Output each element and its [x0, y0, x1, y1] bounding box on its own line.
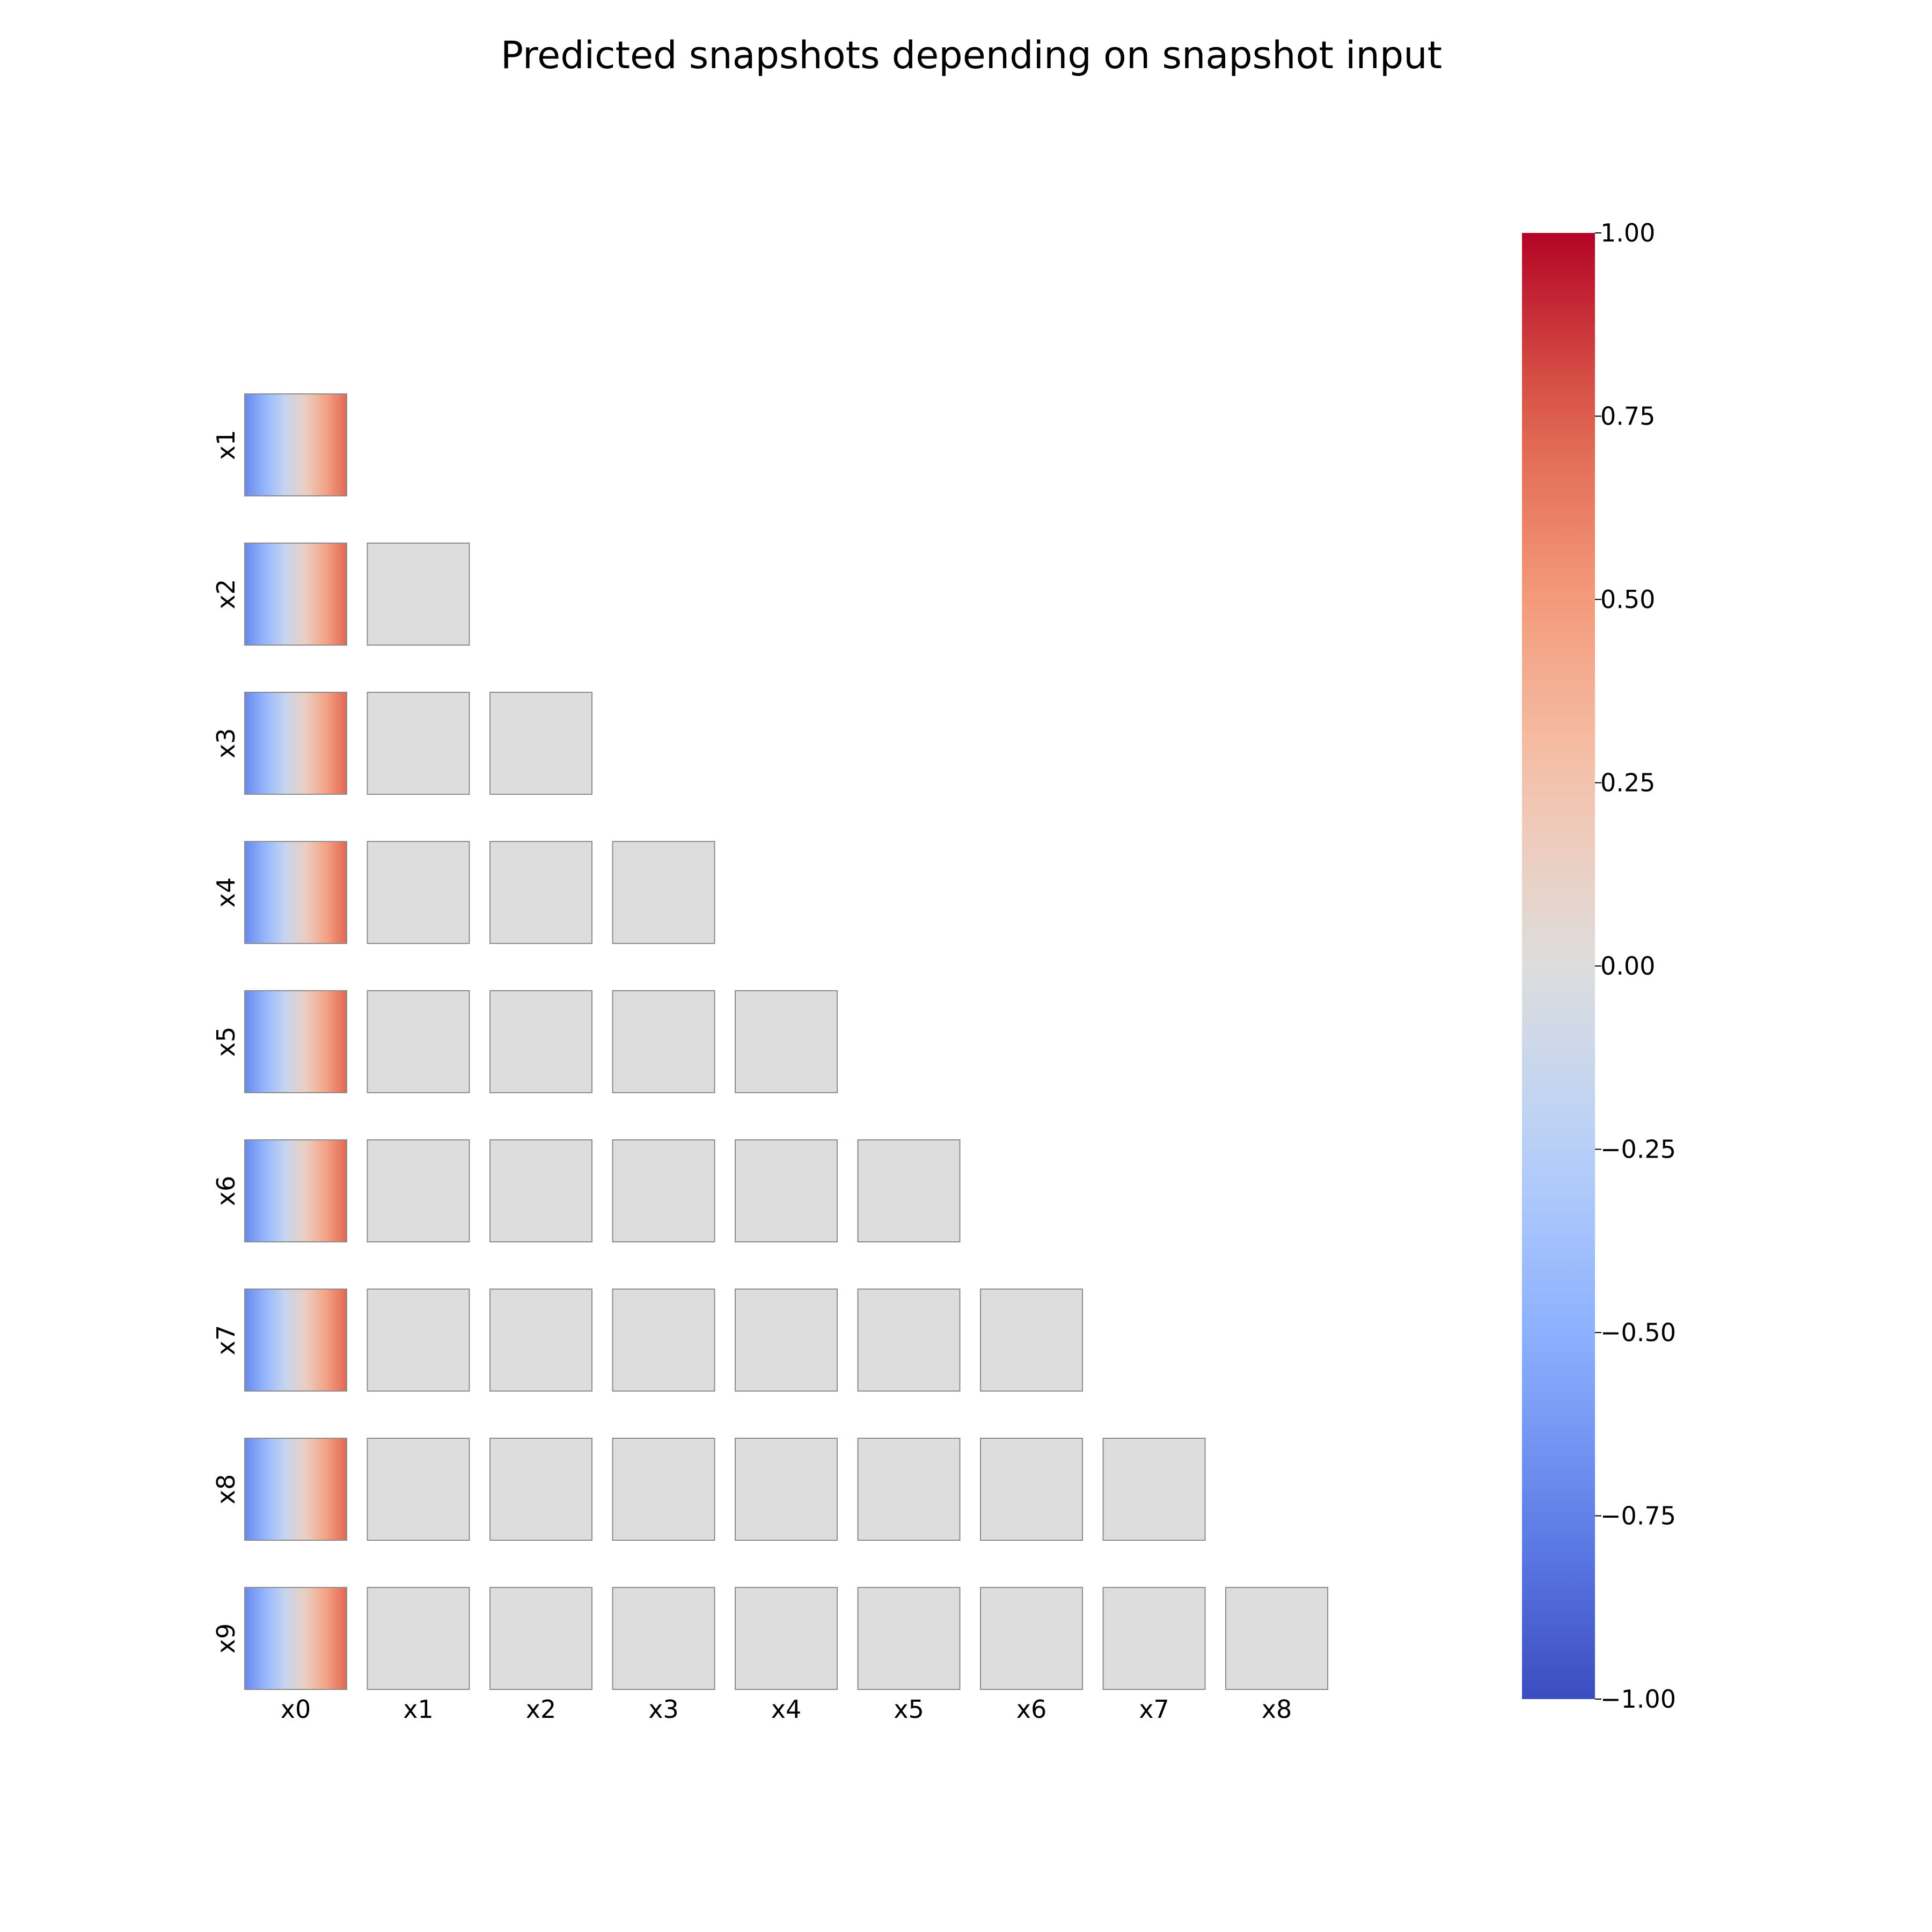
- snapshot-panel-x7-x4: [735, 1289, 838, 1392]
- row-label-x2: x2: [211, 579, 240, 610]
- snapshot-panel-x4-x1: [367, 841, 470, 944]
- snapshot-panel-x8-x6: [980, 1438, 1083, 1541]
- snapshot-panel-x3-x0: [244, 692, 347, 795]
- colorbar-tick-label: 0.50: [1600, 585, 1655, 614]
- snapshot-panel-x8-x4: [735, 1438, 838, 1541]
- snapshot-panel-x9-x1: [367, 1587, 470, 1690]
- snapshot-panel-x9-x2: [489, 1587, 592, 1690]
- snapshot-panel-x9-x4: [735, 1587, 838, 1690]
- row-label-x4: x4: [211, 877, 240, 908]
- colorbar-tick-label: −0.25: [1600, 1135, 1676, 1164]
- row-label-x1: x1: [211, 430, 240, 460]
- colorbar-bar: [1522, 233, 1595, 1699]
- colorbar-tick-label: 0.00: [1600, 952, 1655, 980]
- column-label-x5: x5: [894, 1695, 924, 1724]
- column-label-x4: x4: [771, 1695, 802, 1724]
- snapshot-panel-x1-x0: [244, 393, 347, 496]
- colorbar-tick-label: 0.75: [1600, 402, 1655, 431]
- colorbar-tick-label: −1.00: [1600, 1685, 1676, 1714]
- snapshot-panel-x7-x3: [612, 1289, 715, 1392]
- snapshot-panel-x6-x1: [367, 1139, 470, 1242]
- snapshot-panel-x7-x1: [367, 1289, 470, 1392]
- colorbar-tick-label: 0.25: [1600, 769, 1655, 797]
- row-label-x6: x6: [211, 1176, 240, 1206]
- snapshot-panel-x4-x3: [612, 841, 715, 944]
- colorbar: 1.00 0.75 0.50 0.25 0.00 −0.25 −0.50 −0.75 −1.00: [1522, 218, 1676, 1714]
- column-label-x2: x2: [526, 1695, 557, 1724]
- snapshot-panel-x7-x5: [857, 1289, 961, 1392]
- snapshot-panel-x9-x3: [612, 1587, 715, 1690]
- row-label-x9: x9: [211, 1623, 240, 1654]
- snapshot-panel-x6-x3: [612, 1139, 715, 1242]
- column-label-x0: x0: [281, 1695, 311, 1724]
- snapshot-panel-x3-x1: [367, 692, 470, 795]
- snapshot-panel-x2-x1: [367, 543, 470, 646]
- snapshot-panel-x4-x2: [489, 841, 592, 944]
- snapshot-panel-x9-x6: [980, 1587, 1083, 1690]
- snapshot-panel-x8-x7: [1102, 1438, 1206, 1541]
- snapshot-panel-x6-x5: [857, 1139, 961, 1242]
- snapshot-panel-x4-x0: [244, 841, 347, 944]
- colorbar-tick-label: −0.75: [1600, 1502, 1676, 1531]
- snapshot-panel-x8-x0: [244, 1438, 347, 1541]
- snapshot-panel-x5-x1: [367, 990, 470, 1093]
- snapshot-panel-x9-x8: [1225, 1587, 1328, 1690]
- row-label-x3: x3: [211, 728, 240, 759]
- snapshot-panel-x5-x0: [244, 990, 347, 1093]
- snapshot-panel-x5-x3: [612, 990, 715, 1093]
- snapshot-panel-x5-x4: [735, 990, 838, 1093]
- column-labels: x0 x1 x2 x3 x4 x5 x6 x7 x8: [281, 1695, 1292, 1724]
- row-labels: x1 x2 x3 x4 x5 x6 x7 x8 x9: [211, 430, 240, 1654]
- snapshot-panel-x9-x7: [1102, 1587, 1206, 1690]
- column-label-x6: x6: [1016, 1695, 1047, 1724]
- row-label-x7: x7: [211, 1325, 240, 1356]
- colorbar-ticks: 1.00 0.75 0.50 0.25 0.00 −0.25 −0.50 −0.75 −1.00: [1595, 218, 1676, 1714]
- snapshot-panel-x8-x2: [489, 1438, 592, 1541]
- column-label-x3: x3: [648, 1695, 679, 1724]
- snapshot-panel-x7-x0: [244, 1289, 347, 1392]
- snapshot-panel-x8-x1: [367, 1438, 470, 1541]
- row-label-x5: x5: [211, 1027, 240, 1057]
- snapshot-panel-x9-x5: [857, 1587, 961, 1690]
- colorbar-tick-label: 1.00: [1600, 218, 1655, 247]
- chart-title: Predicted snapshots depending on snapsho…: [501, 33, 1442, 77]
- snapshot-panel-x5-x2: [489, 990, 592, 1093]
- column-label-x7: x7: [1139, 1695, 1169, 1724]
- snapshot-grid: [244, 393, 1328, 1690]
- snapshot-panel-x6-x4: [735, 1139, 838, 1242]
- snapshot-panel-x8-x5: [857, 1438, 961, 1541]
- snapshot-panel-x7-x6: [980, 1289, 1083, 1392]
- snapshot-panel-x2-x0: [244, 543, 347, 646]
- snapshot-panel-x7-x2: [489, 1289, 592, 1392]
- snapshot-panel-x9-x0: [244, 1587, 347, 1690]
- snapshot-panel-x8-x3: [612, 1438, 715, 1541]
- snapshot-panel-x6-x2: [489, 1139, 592, 1242]
- row-label-x8: x8: [211, 1474, 240, 1505]
- snapshot-panel-x3-x2: [489, 692, 592, 795]
- colorbar-tick-label: −0.50: [1600, 1318, 1676, 1347]
- snapshot-panel-x6-x0: [244, 1139, 347, 1242]
- column-label-x8: x8: [1262, 1695, 1292, 1724]
- column-label-x1: x1: [403, 1695, 434, 1724]
